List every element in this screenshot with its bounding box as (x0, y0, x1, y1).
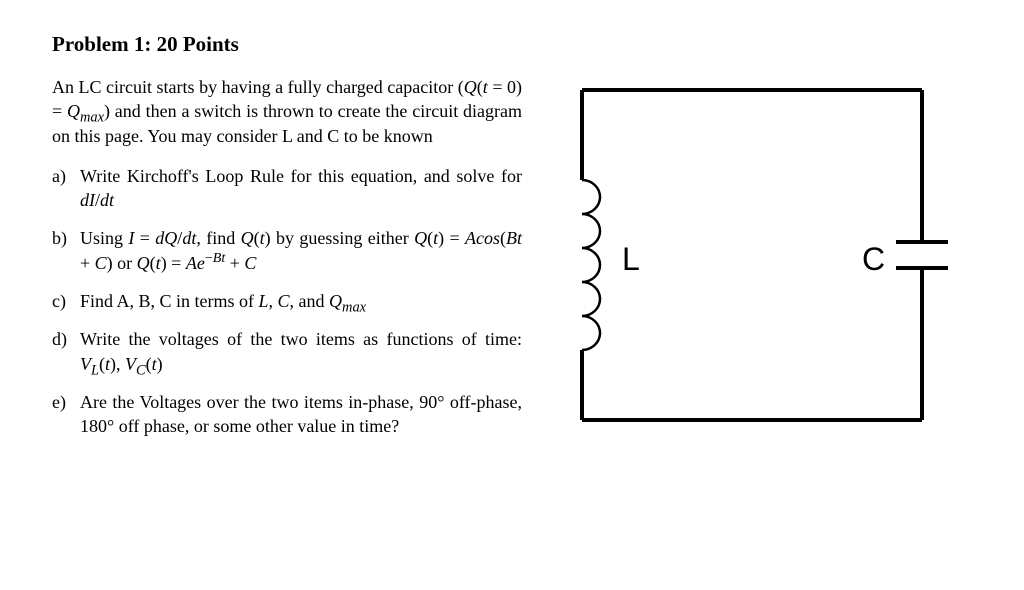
problem-items: a)Write Kirchoff's Loop Rule for this eq… (52, 164, 522, 439)
problem-page: Problem 1: 20 Points An LC circuit start… (0, 0, 1024, 473)
problem-item: e)Are the Voltages over the two items in… (52, 390, 522, 439)
problem-item: a)Write Kirchoff's Loop Rule for this eq… (52, 164, 522, 213)
item-body: Are the Voltages over the two items in-p… (80, 390, 522, 439)
item-body: Find A, B, C in terms of L, C, and Qmax (80, 289, 522, 313)
problem-item: c)Find A, B, C in terms of L, C, and Qma… (52, 289, 522, 313)
problem-title: Problem 1: 20 Points (52, 32, 522, 57)
item-label: e) (52, 390, 80, 439)
item-body: Write the voltages of the two items as f… (80, 327, 522, 376)
item-body: Write Kirchoff's Loop Rule for this equa… (80, 164, 522, 213)
problem-item: d)Write the voltages of the two items as… (52, 327, 522, 376)
item-label: b) (52, 226, 80, 275)
item-label: c) (52, 289, 80, 313)
item-body: Using I = dQ/dt, find Q(t) by guessing e… (80, 226, 522, 275)
item-label: d) (52, 327, 80, 376)
svg-text:C: C (862, 241, 885, 277)
lc-circuit-diagram: LC (542, 70, 972, 450)
item-label: a) (52, 164, 80, 213)
svg-text:L: L (622, 241, 640, 277)
text-column: Problem 1: 20 Points An LC circuit start… (52, 32, 522, 453)
problem-item: b)Using I = dQ/dt, find Q(t) by guessing… (52, 226, 522, 275)
problem-intro: An LC circuit starts by having a fully c… (52, 75, 522, 148)
diagram-column: LC (522, 32, 972, 453)
